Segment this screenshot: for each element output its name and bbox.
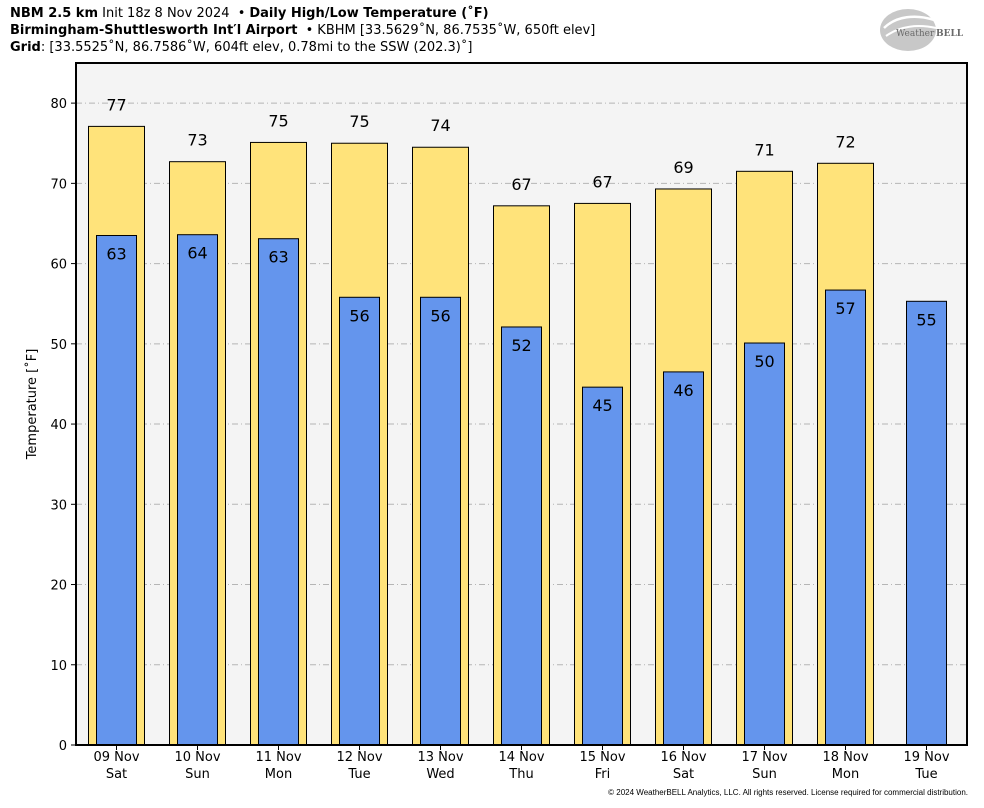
x-tick-label-day: Mon bbox=[832, 767, 859, 782]
high-temp-label: 75 bbox=[349, 112, 369, 131]
low-temp-bar bbox=[177, 234, 218, 746]
station-info: KBHM [33.5629˚N, 86.7535˚W, 650ft elev] bbox=[317, 23, 596, 38]
grid-info: : [33.5525˚N, 86.7586˚W, 604ft elev, 0.7… bbox=[40, 40, 473, 55]
y-tick-label: 40 bbox=[50, 418, 67, 433]
axes: 0 10 20 30 40 50 60 70 80 09 Nov Sat 10 Nov Sun 11 No… bbox=[50, 97, 949, 782]
grid-line: Grid: [33.5525˚N, 86.7586˚W, 604ft elev,… bbox=[10, 40, 472, 56]
y-tick-label: 80 bbox=[50, 97, 67, 112]
station-line: Birmingham-Shuttlesworth Int′l Airport •… bbox=[10, 23, 595, 39]
high-temp-label: 72 bbox=[835, 132, 855, 151]
model-name: NBM 2.5 km bbox=[10, 6, 98, 21]
product-title: Daily High/Low Temperature (˚F) bbox=[249, 6, 489, 21]
low-temp-label: 50 bbox=[754, 352, 774, 371]
x-tick-label-date: 17 Nov bbox=[741, 750, 787, 765]
low-temp-bar bbox=[663, 371, 704, 746]
low-temp-bar bbox=[96, 235, 137, 746]
low-temp-bar bbox=[906, 300, 947, 746]
high-temp-label: 69 bbox=[673, 158, 693, 177]
high-temp-label: 77 bbox=[106, 95, 126, 114]
y-tick-label: 60 bbox=[50, 258, 67, 273]
low-temp-label: 52 bbox=[511, 336, 531, 355]
x-tick-label-date: 16 Nov bbox=[660, 750, 706, 765]
high-temp-label: 71 bbox=[754, 140, 774, 159]
init-time: Init 18z 8 Nov 2024 bbox=[102, 6, 230, 21]
station-name: Birmingham-Shuttlesworth Int′l Airport bbox=[10, 23, 298, 38]
low-temp-bar bbox=[258, 238, 299, 746]
separator-dot: • bbox=[305, 23, 314, 38]
x-tick-label-date: 19 Nov bbox=[903, 750, 949, 765]
grid-label: Grid bbox=[10, 40, 41, 55]
low-temp-label: 56 bbox=[430, 306, 450, 325]
low-temp-bar bbox=[420, 296, 461, 746]
y-tick-label: 10 bbox=[50, 659, 67, 674]
y-axis-label: Temperature [˚F] bbox=[24, 349, 40, 461]
high-temp-label: 75 bbox=[268, 111, 288, 130]
high-temp-label: 67 bbox=[592, 172, 612, 191]
x-tick-label-date: 14 Nov bbox=[498, 750, 544, 765]
x-tick-label-day: Fri bbox=[595, 767, 611, 782]
low-temp-label: 56 bbox=[349, 306, 369, 325]
x-tick-label-day: Tue bbox=[347, 767, 370, 782]
x-tick-label-day: Tue bbox=[914, 767, 937, 782]
x-tick-label-date: 12 Nov bbox=[336, 750, 382, 765]
x-tick-label-day: Sat bbox=[673, 767, 694, 782]
x-tick-label-day: Sun bbox=[752, 767, 777, 782]
y-tick-label: 30 bbox=[50, 498, 67, 513]
low-temp-bar bbox=[744, 342, 785, 746]
logo-text-weather: Weather bbox=[896, 29, 935, 39]
y-tick-label: 0 bbox=[59, 739, 67, 754]
title-line: NBM 2.5 km Init 18z 8 Nov 2024 • Daily Hi… bbox=[10, 6, 489, 22]
x-tick-label-date: 18 Nov bbox=[822, 750, 868, 765]
low-temp-label: 55 bbox=[916, 310, 936, 329]
x-tick-label-date: 13 Nov bbox=[417, 750, 463, 765]
low-temp-label: 45 bbox=[592, 396, 612, 415]
x-tick-label-day: Thu bbox=[508, 767, 533, 782]
x-tick-label-date: 11 Nov bbox=[255, 750, 301, 765]
x-tick-label-date: 15 Nov bbox=[579, 750, 625, 765]
x-tick-label-day: Sun bbox=[185, 767, 210, 782]
low-temp-label: 46 bbox=[673, 381, 693, 400]
low-temp-bar bbox=[582, 386, 623, 746]
low-temp-label: 64 bbox=[187, 244, 207, 263]
low-temp-series bbox=[96, 234, 947, 746]
low-temp-bar bbox=[339, 296, 380, 746]
x-tick-label-date: 10 Nov bbox=[174, 750, 220, 765]
high-temp-label: 67 bbox=[511, 175, 531, 194]
y-tick-label: 70 bbox=[50, 177, 67, 192]
data-labels: 77 73 75 75 74 67 67 69 71 72 63 64 63 56 56 52 45 46 50 57… bbox=[106, 95, 936, 415]
separator-dot: • bbox=[237, 6, 246, 21]
x-tick-label-day: Mon bbox=[265, 767, 292, 782]
low-temp-bar bbox=[501, 326, 542, 746]
low-temp-label: 57 bbox=[835, 299, 855, 318]
weatherbell-logo: Weather BELL bbox=[880, 9, 964, 51]
x-tick-label-day: Wed bbox=[426, 767, 454, 782]
y-tick-label: 50 bbox=[50, 338, 67, 353]
high-temp-label: 74 bbox=[430, 116, 450, 135]
logo-text-bell: BELL bbox=[936, 29, 964, 39]
high-temp-label: 73 bbox=[187, 131, 207, 150]
x-tick-label-date: 09 Nov bbox=[93, 750, 139, 765]
copyright-notice: © 2024 WeatherBELL Analytics, LLC. All r… bbox=[608, 788, 968, 797]
x-tick-label-day: Sat bbox=[106, 767, 127, 782]
low-temp-label: 63 bbox=[268, 248, 288, 267]
y-tick-label: 20 bbox=[50, 579, 67, 594]
low-temp-label: 63 bbox=[106, 245, 126, 264]
low-temp-bar bbox=[825, 289, 866, 746]
